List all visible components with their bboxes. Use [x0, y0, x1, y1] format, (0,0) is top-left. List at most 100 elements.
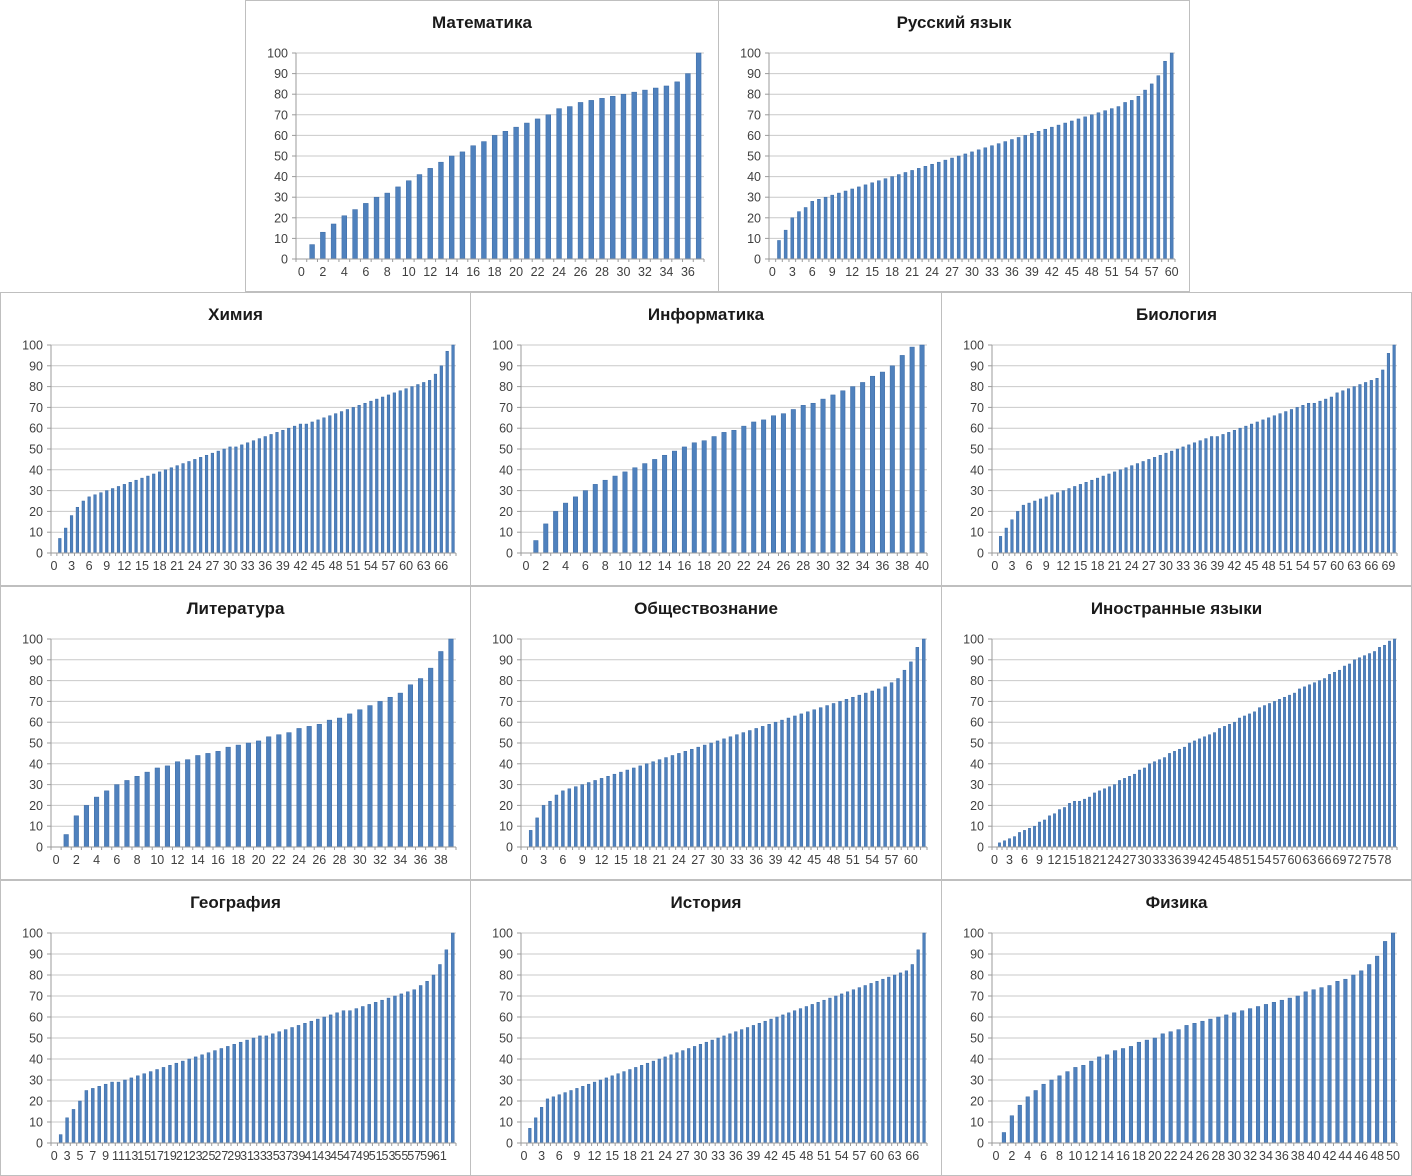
svg-text:16: 16 — [1116, 1149, 1130, 1163]
svg-text:50: 50 — [29, 443, 43, 457]
svg-text:33: 33 — [730, 853, 744, 867]
svg-text:78: 78 — [1378, 853, 1392, 867]
svg-text:53: 53 — [382, 1149, 396, 1163]
svg-text:57: 57 — [1273, 853, 1287, 867]
svg-text:60: 60 — [29, 716, 43, 730]
svg-text:69: 69 — [1381, 559, 1395, 573]
svg-text:40: 40 — [29, 1053, 43, 1067]
svg-text:10: 10 — [29, 526, 43, 540]
svg-text:75: 75 — [1363, 853, 1377, 867]
svg-text:70: 70 — [29, 695, 43, 709]
svg-text:24: 24 — [188, 559, 202, 573]
svg-text:28: 28 — [595, 265, 609, 279]
svg-text:48: 48 — [1262, 559, 1276, 573]
svg-text:57: 57 — [885, 853, 899, 867]
svg-text:80: 80 — [499, 674, 513, 688]
svg-text:38: 38 — [1291, 1149, 1305, 1163]
svg-text:57: 57 — [1313, 559, 1327, 573]
svg-text:15: 15 — [605, 1149, 619, 1163]
svg-text:90: 90 — [29, 948, 43, 962]
svg-text:100: 100 — [22, 927, 43, 941]
svg-text:40: 40 — [1307, 1149, 1321, 1163]
svg-text:6: 6 — [1026, 559, 1033, 573]
svg-text:40: 40 — [499, 757, 513, 771]
svg-text:19: 19 — [163, 1149, 177, 1163]
svg-text:45: 45 — [1065, 265, 1079, 279]
svg-text:38: 38 — [434, 853, 448, 867]
svg-text:0: 0 — [506, 1137, 513, 1151]
svg-text:41: 41 — [304, 1149, 318, 1163]
chart-title-geography: География — [190, 893, 281, 912]
svg-text:30: 30 — [499, 778, 513, 792]
svg-text:12: 12 — [588, 1149, 602, 1163]
svg-text:18: 18 — [697, 559, 711, 573]
svg-text:0: 0 — [754, 253, 761, 267]
svg-text:0: 0 — [506, 547, 513, 561]
svg-text:24: 24 — [658, 1149, 672, 1163]
svg-text:100: 100 — [22, 633, 43, 647]
svg-text:9: 9 — [102, 1149, 109, 1163]
svg-text:0: 0 — [36, 1137, 43, 1151]
svg-text:100: 100 — [492, 339, 513, 353]
svg-text:42: 42 — [1198, 853, 1212, 867]
svg-text:6: 6 — [559, 853, 566, 867]
svg-text:30: 30 — [970, 778, 984, 792]
svg-text:42: 42 — [1045, 265, 1059, 279]
svg-text:51: 51 — [1279, 559, 1293, 573]
svg-text:24: 24 — [1108, 853, 1122, 867]
svg-text:80: 80 — [970, 674, 984, 688]
svg-text:27: 27 — [691, 853, 705, 867]
svg-text:63: 63 — [888, 1149, 902, 1163]
svg-text:36: 36 — [681, 265, 695, 279]
svg-text:0: 0 — [977, 841, 984, 855]
svg-text:45: 45 — [1213, 853, 1227, 867]
svg-text:30: 30 — [1227, 1149, 1241, 1163]
svg-text:50: 50 — [970, 737, 984, 751]
svg-text:60: 60 — [499, 716, 513, 730]
svg-text:33: 33 — [241, 559, 255, 573]
svg-text:28: 28 — [1211, 1149, 1225, 1163]
svg-text:70: 70 — [970, 695, 984, 709]
chart-title-biology: Биология — [1135, 305, 1218, 324]
svg-text:36: 36 — [1275, 1149, 1289, 1163]
svg-text:0: 0 — [51, 1149, 58, 1163]
svg-text:48: 48 — [1228, 853, 1242, 867]
svg-text:6: 6 — [1040, 1149, 1047, 1163]
svg-text:15: 15 — [1063, 853, 1077, 867]
svg-text:33: 33 — [985, 265, 999, 279]
svg-text:6: 6 — [582, 559, 589, 573]
svg-text:63: 63 — [1347, 559, 1361, 573]
svg-text:9: 9 — [579, 853, 586, 867]
chart-social-studies: Обществознание 0 10 20 30 40 50 60 70 80 90 100 0 3 6… — [470, 586, 942, 880]
svg-text:8: 8 — [1056, 1149, 1063, 1163]
chart-title-history: История — [670, 893, 742, 912]
svg-text:0: 0 — [977, 547, 984, 561]
svg-text:40: 40 — [970, 757, 984, 771]
chart-title-informatics: Информатика — [647, 305, 765, 324]
svg-text:20: 20 — [499, 1095, 513, 1109]
svg-text:100: 100 — [963, 339, 984, 353]
svg-text:90: 90 — [970, 948, 984, 962]
svg-text:50: 50 — [499, 737, 513, 751]
svg-text:45: 45 — [311, 559, 325, 573]
svg-text:36: 36 — [1005, 265, 1019, 279]
svg-text:12: 12 — [595, 853, 609, 867]
svg-text:47: 47 — [343, 1149, 357, 1163]
svg-text:20: 20 — [499, 505, 513, 519]
svg-text:40: 40 — [747, 170, 761, 184]
svg-text:36: 36 — [1193, 559, 1207, 573]
svg-text:30: 30 — [499, 1074, 513, 1088]
svg-text:15: 15 — [865, 265, 879, 279]
svg-text:27: 27 — [1142, 559, 1156, 573]
svg-text:50: 50 — [970, 1032, 984, 1046]
svg-text:8: 8 — [134, 853, 141, 867]
svg-text:18: 18 — [1132, 1149, 1146, 1163]
svg-text:20: 20 — [29, 1095, 43, 1109]
svg-text:80: 80 — [970, 969, 984, 983]
chart-history: История 0 10 20 30 40 50 60 70 80 90 100 0 3 6 9 12 15 18… — [470, 880, 942, 1176]
svg-text:28: 28 — [796, 559, 810, 573]
svg-text:13: 13 — [124, 1149, 138, 1163]
svg-text:15: 15 — [1073, 559, 1087, 573]
